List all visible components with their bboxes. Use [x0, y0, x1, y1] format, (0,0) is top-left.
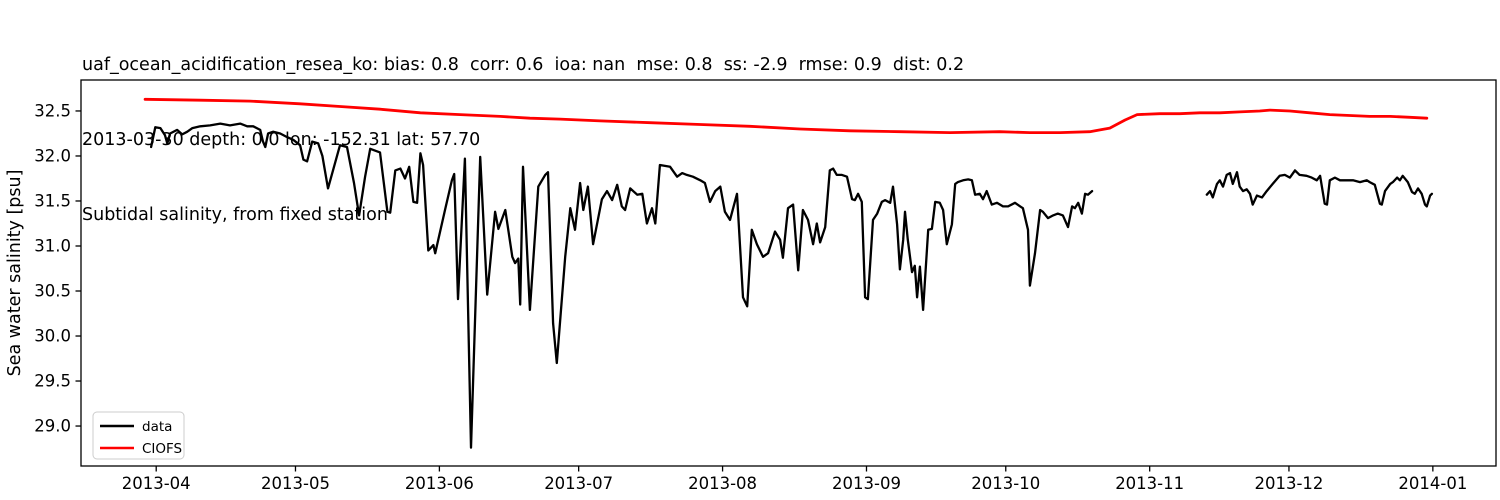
- legend-label-data: data: [142, 419, 172, 435]
- title-variable-line: Subtidal salinity, from fixed station: [82, 205, 388, 225]
- title-station-line: 2013-03-30 depth: 0.0 lon: -152.31 lat: …: [82, 130, 481, 150]
- legend-label-ciofs: CIOFS: [142, 441, 182, 457]
- series-line-data: [1205, 169, 1434, 208]
- x-tick-label: 2014-01: [1398, 474, 1467, 493]
- y-tick-label: 30.5: [34, 282, 71, 301]
- x-tick-label: 2013-09: [832, 474, 901, 493]
- x-tick-label: 2013-07: [544, 474, 613, 493]
- x-tick-label: 2013-06: [405, 474, 474, 493]
- y-tick-label: 32.0: [34, 146, 71, 165]
- x-tick-label: 2013-11: [1115, 474, 1184, 493]
- y-tick-label: 30.0: [34, 327, 71, 346]
- x-tick-label: 2013-12: [1254, 474, 1323, 493]
- y-tick-label: 31.0: [34, 236, 71, 255]
- x-tick-label: 2013-05: [261, 474, 330, 493]
- legend: data CIOFS: [92, 411, 185, 460]
- series-line-ciofs: [143, 97, 1429, 135]
- x-tick-label: 2013-04: [122, 474, 191, 493]
- title-metrics-line: uaf_ocean_acidification_resea_ko: bias: …: [82, 55, 965, 75]
- y-tick-label: 29.5: [34, 372, 71, 391]
- y-tick-label: 31.5: [34, 191, 71, 210]
- plot-generated-content: 2013-04 2013-05 2013-06 2013-07 2013-08 2013-…: [34, 97, 1467, 493]
- y-tick-label: 29.0: [34, 417, 71, 436]
- x-tick-label: 2013-08: [688, 474, 757, 493]
- x-tick-label: 2013-10: [971, 474, 1040, 493]
- y-tick-label: 32.5: [34, 101, 71, 120]
- series-line-data: [149, 122, 1094, 449]
- chart-title-block: uaf_ocean_acidification_resea_ko: bias: …: [82, 3, 964, 278]
- axes-frame: [80, 79, 1497, 467]
- y-axis-label: Sea water salinity [psu]: [5, 170, 25, 377]
